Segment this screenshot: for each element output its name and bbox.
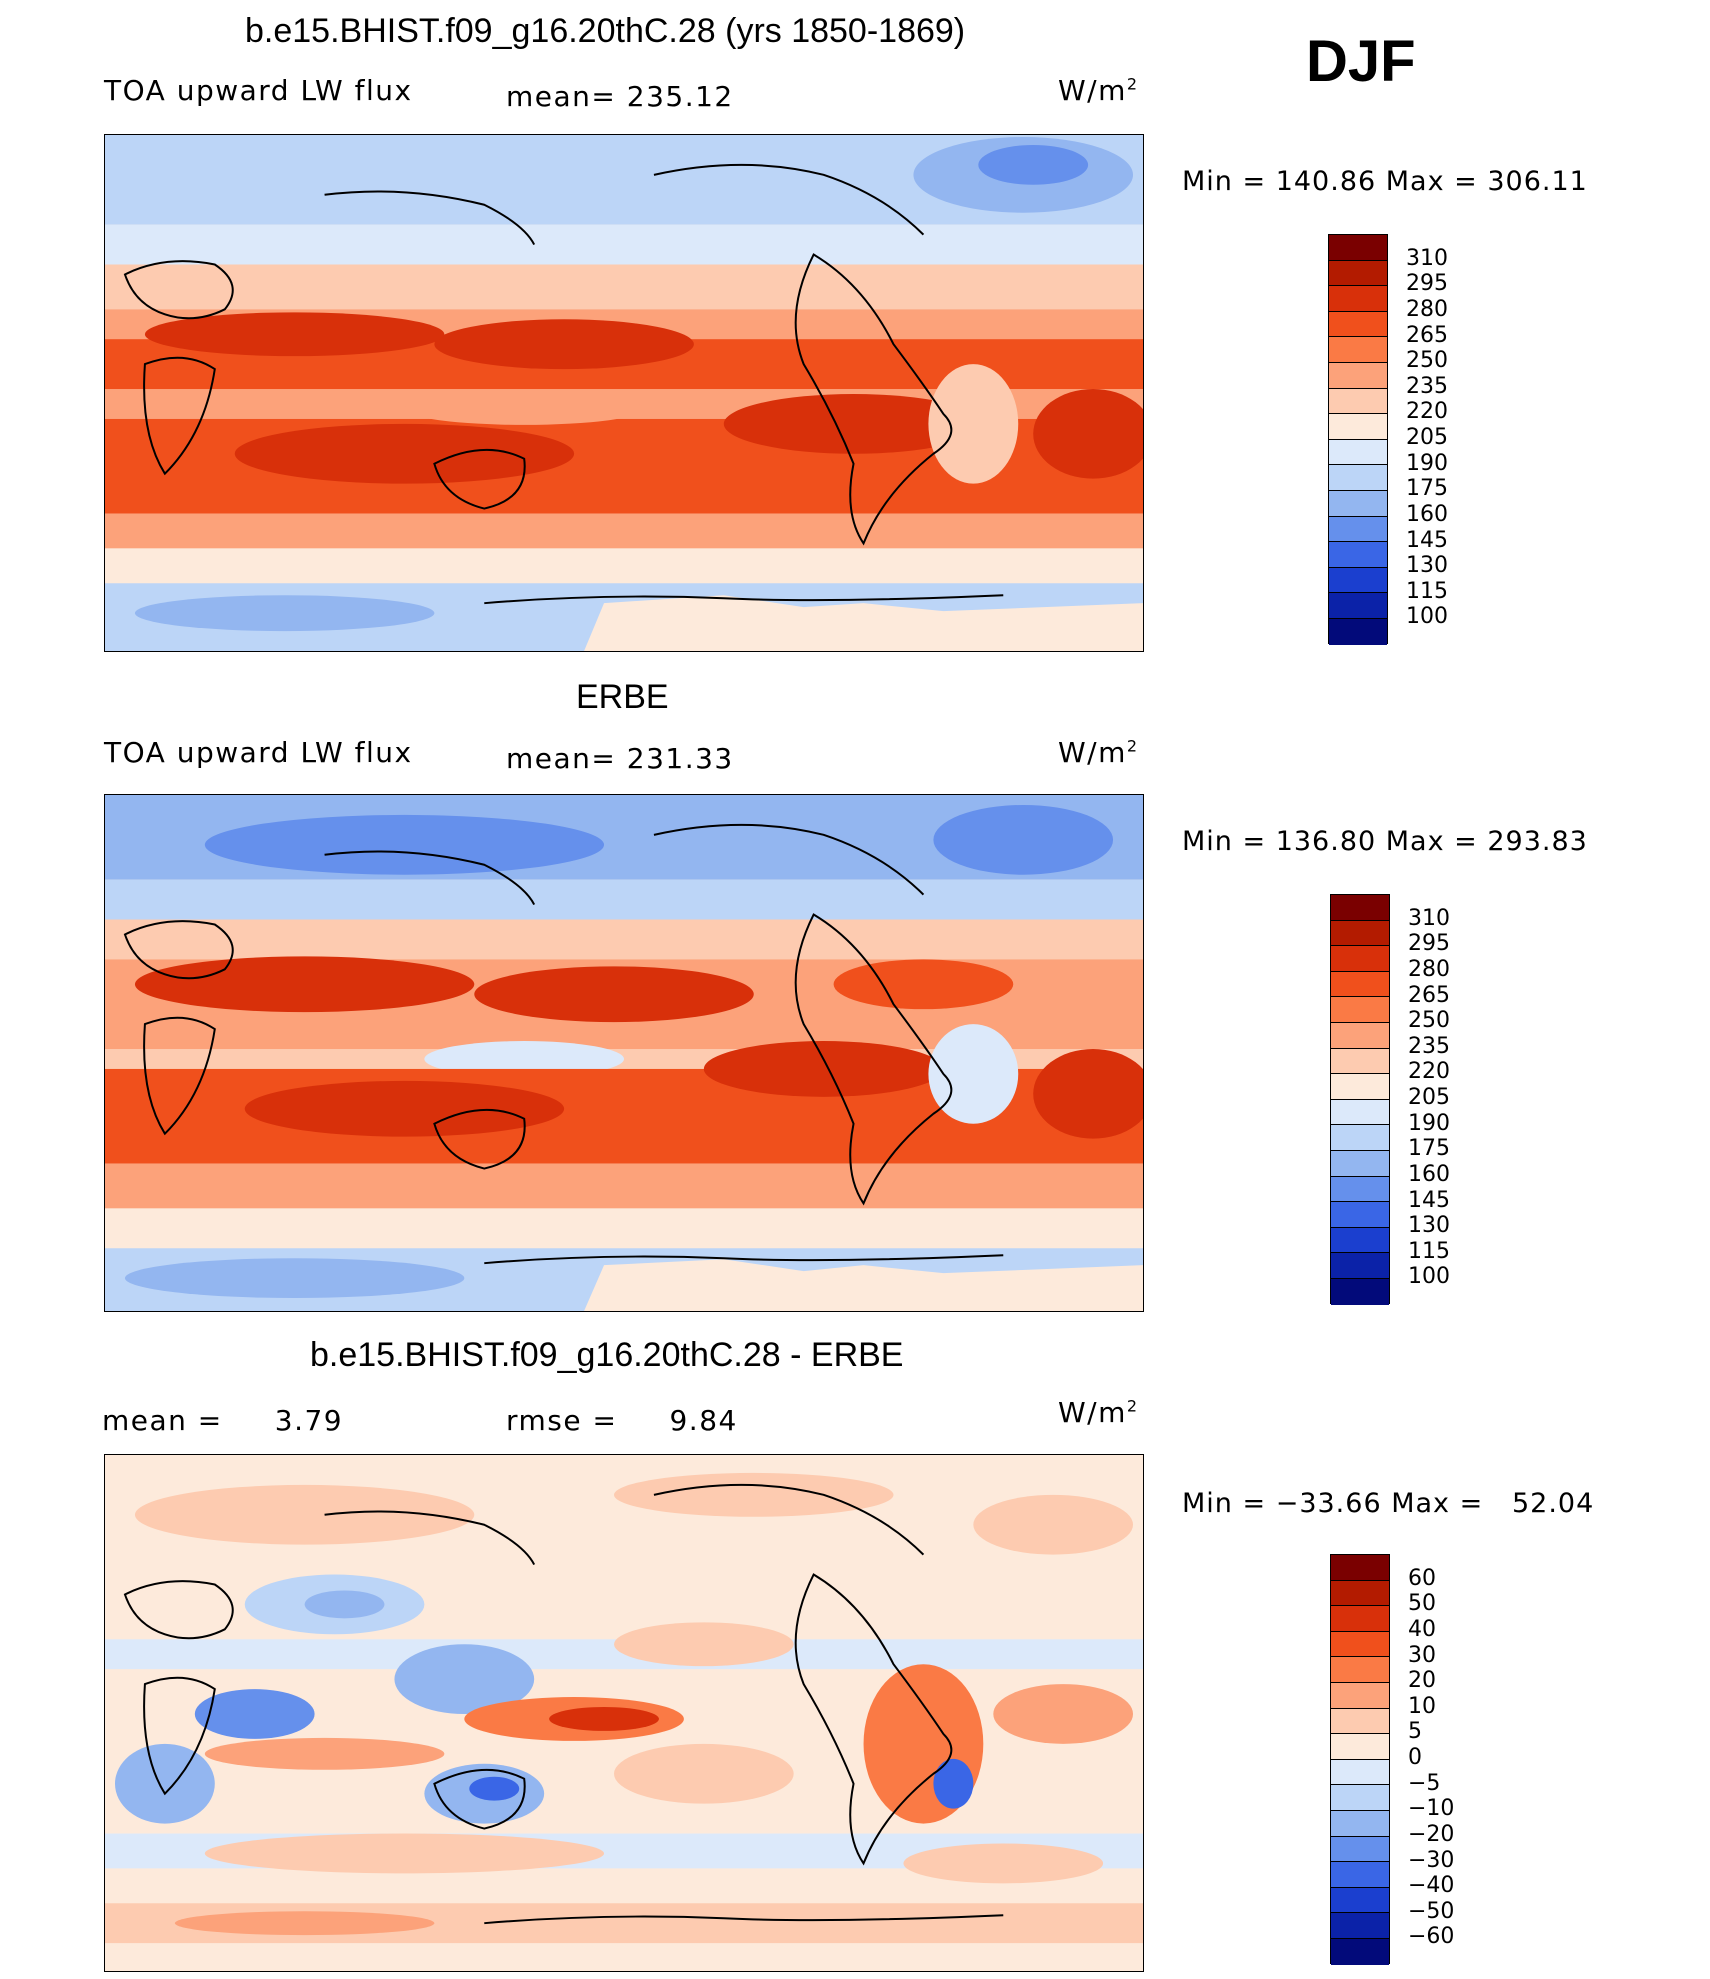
panel-1-variable-label: TOA upward LW flux xyxy=(104,74,413,107)
colorbar-tick-label: 175 xyxy=(1406,476,1448,502)
colorbar-tick-label: 295 xyxy=(1406,271,1448,297)
panel-3-title: b.e15.BHIST.f09_g16.20thC.28 - ERBE xyxy=(310,1336,904,1374)
colorbar-tick-label: −60 xyxy=(1408,1924,1455,1950)
colorbar-tick-label: 130 xyxy=(1406,553,1448,579)
colorbar-tick-label: 190 xyxy=(1408,1110,1450,1136)
colorbar-tick-label: −30 xyxy=(1408,1847,1455,1873)
colorbar-tick-label: 145 xyxy=(1408,1187,1450,1213)
colorbar-tick-label: 160 xyxy=(1406,501,1448,527)
colorbar-tick-label: 115 xyxy=(1406,578,1448,604)
colorbar-tick-label: −5 xyxy=(1408,1770,1441,1796)
panel-1-title: b.e15.BHIST.f09_g16.20thC.28 (yrs 1850-1… xyxy=(245,12,966,50)
panel-2-minmax: Min = 136.80 Max = 293.83 xyxy=(1182,826,1588,857)
panel-1-field xyxy=(105,135,1143,651)
panel-3-field xyxy=(105,1455,1143,1971)
colorbar-tick-label: 115 xyxy=(1408,1238,1450,1264)
colorbar-tick-label: 280 xyxy=(1406,296,1448,322)
colorbar-tick-label: 235 xyxy=(1408,1033,1450,1059)
colorbar-tick-label: 100 xyxy=(1408,1264,1450,1290)
panel-1-units: W/m2 xyxy=(1058,74,1139,107)
colorbar-tick-label: 220 xyxy=(1408,1059,1450,1085)
colorbar-tick-label: −10 xyxy=(1408,1796,1455,1822)
season-label: DJF xyxy=(1306,29,1416,94)
panel-1-minmax: Min = 140.86 Max = 306.11 xyxy=(1182,166,1588,197)
colorbar-tick-label: 205 xyxy=(1408,1085,1450,1110)
panel-2-variable-label: TOA upward LW flux xyxy=(104,736,413,769)
colorbar-tick-label: 145 xyxy=(1406,527,1448,553)
colorbar-tick-label: 190 xyxy=(1406,450,1448,476)
panel-3-map xyxy=(104,1454,1144,1972)
colorbar-tick-label: 250 xyxy=(1406,348,1448,374)
colorbar-tick-label: 30 xyxy=(1408,1642,1436,1668)
colorbar-tick-label: 130 xyxy=(1408,1213,1450,1239)
colorbar-tick-label: 250 xyxy=(1408,1008,1450,1034)
colorbar-tick-label: 5 xyxy=(1408,1719,1422,1745)
colorbar-tick-label: 265 xyxy=(1408,982,1450,1008)
panel-3-mean-label: mean = 3.79 xyxy=(102,1404,344,1437)
colorbar-tick-label: 295 xyxy=(1408,931,1450,957)
colorbar-tick-label: 280 xyxy=(1408,956,1450,982)
panel-3-colorbar xyxy=(1330,1554,1390,1965)
colorbar-tick-label: 100 xyxy=(1406,604,1448,630)
colorbar-tick-label: −50 xyxy=(1408,1898,1455,1924)
colorbar-tick-label: 205 xyxy=(1406,425,1448,450)
panel-3-rmse-label: rmse = 9.84 xyxy=(506,1404,738,1437)
colorbar-tick-label: −40 xyxy=(1408,1873,1455,1899)
panel-2-units: W/m2 xyxy=(1058,736,1139,769)
colorbar-tick-label: 50 xyxy=(1408,1591,1436,1617)
panel-2-field xyxy=(105,795,1143,1311)
colorbar-tick-label: 310 xyxy=(1408,905,1450,931)
colorbar-tick-label: 0 xyxy=(1408,1745,1422,1770)
colorbar-tick-label: 310 xyxy=(1406,245,1448,271)
panel-1-mean-label: mean= 235.12 xyxy=(506,80,734,113)
panel-2-colorbar xyxy=(1330,894,1390,1305)
colorbar-tick-label: 20 xyxy=(1408,1668,1436,1694)
colorbar-tick-label: 235 xyxy=(1406,373,1448,399)
colorbar-tick-label: 220 xyxy=(1406,399,1448,425)
panel-1-map xyxy=(104,134,1144,652)
colorbar-tick-label: −20 xyxy=(1408,1821,1455,1847)
panel-3-minmax: Min = −33.66 Max = 52.04 xyxy=(1182,1488,1595,1519)
colorbar-tick-label: 265 xyxy=(1406,322,1448,348)
panel-2-title: ERBE xyxy=(576,678,669,716)
colorbar-tick-label: 160 xyxy=(1408,1161,1450,1187)
panel-2-mean-label: mean= 231.33 xyxy=(506,742,734,775)
colorbar-tick-label: 40 xyxy=(1408,1616,1436,1642)
panel-2-map xyxy=(104,794,1144,1312)
colorbar-tick-label: 175 xyxy=(1408,1136,1450,1162)
colorbar-tick-label: 10 xyxy=(1408,1693,1436,1719)
panel-1-colorbar xyxy=(1328,234,1388,645)
colorbar-tick-label: 60 xyxy=(1408,1565,1436,1591)
panel-3-units: W/m2 xyxy=(1058,1396,1139,1429)
